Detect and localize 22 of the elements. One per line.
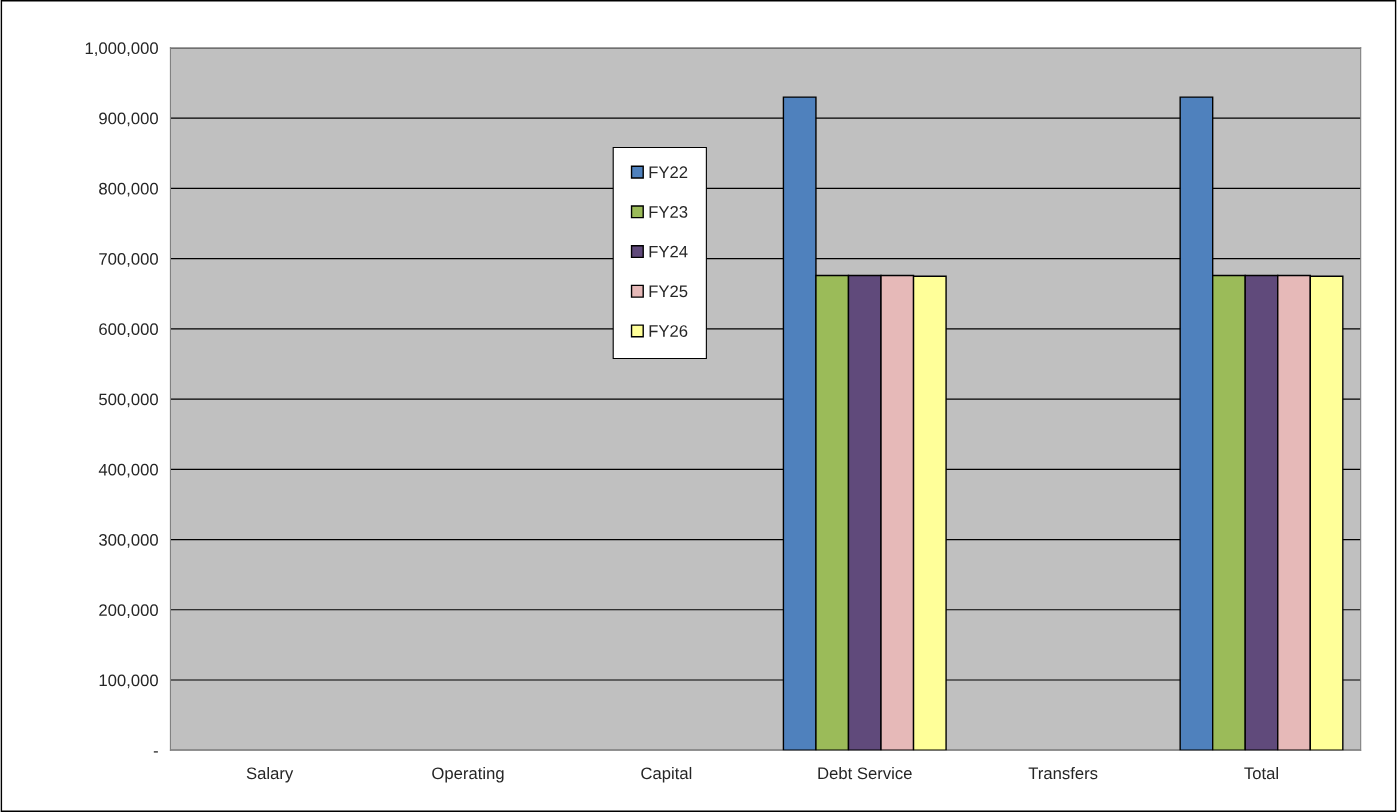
y-tick-label: 500,000 [99, 393, 158, 408]
y-tick-label: 600,000 [99, 323, 158, 338]
legend-label: FY23 [649, 206, 688, 218]
legend-label: FY26 [649, 325, 688, 337]
x-tick-label: Operating [432, 766, 504, 783]
x-tick-label: Transfers [1028, 766, 1098, 780]
y-tick-label: 1,000,000 [85, 42, 158, 57]
x-tick-label: Debt Service [818, 766, 912, 780]
y-tick-label: 200,000 [99, 604, 158, 618]
legend-label: FY22 [649, 166, 688, 178]
legend-label: FY24 [649, 245, 688, 258]
y-tick-label: - [153, 751, 158, 753]
y-tick-label: 900,000 [99, 112, 158, 127]
x-tick-label: Capital [641, 766, 692, 783]
y-tick-label: 300,000 [99, 533, 158, 548]
x-tick-label: Salary [246, 766, 294, 783]
y-tick-label: 800,000 [99, 182, 158, 197]
y-tick-label: 100,000 [99, 674, 158, 689]
x-tick-label: Total [1244, 766, 1278, 780]
legend-label: FY25 [649, 285, 688, 298]
y-tick-label: 400,000 [98, 463, 158, 478]
y-tick-label: 700,000 [99, 253, 158, 267]
